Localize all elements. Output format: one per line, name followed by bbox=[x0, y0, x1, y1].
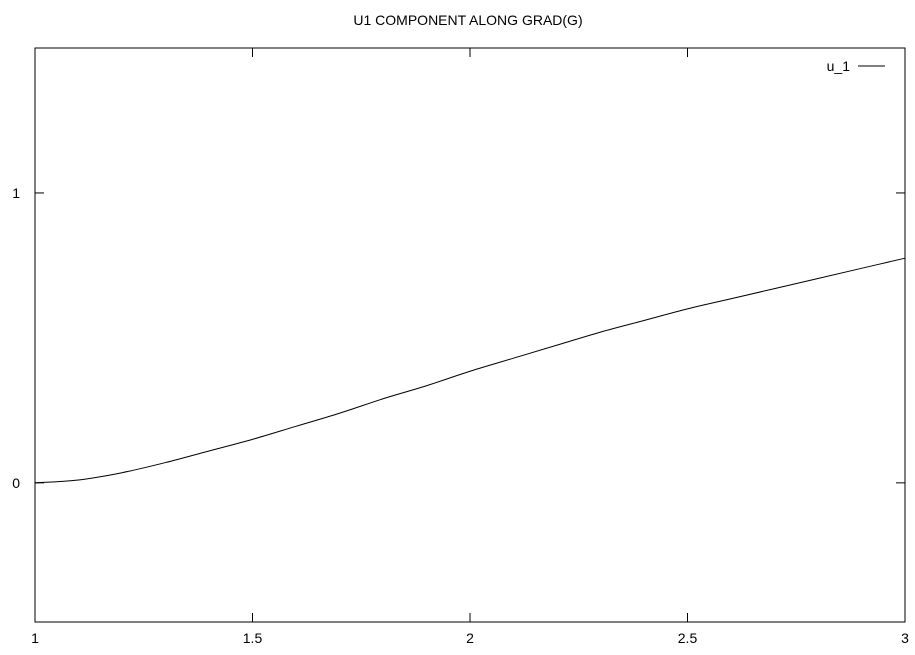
chart-title: U1 COMPONENT ALONG GRAD(G) bbox=[353, 12, 582, 28]
x-tick-label: 2.5 bbox=[678, 630, 698, 646]
x-tick-label: 2 bbox=[466, 630, 474, 646]
y-tick-label: 0 bbox=[12, 475, 20, 491]
x-tick-label: 3 bbox=[901, 630, 909, 646]
legend-label: u_1 bbox=[827, 58, 851, 74]
x-axis: 1 1.5 2 2.5 3 bbox=[31, 48, 909, 646]
series-line-u-1 bbox=[34, 257, 906, 484]
y-axis: 01 bbox=[12, 185, 905, 491]
x-tick-label: 1 bbox=[31, 630, 39, 646]
legend: u_1 bbox=[827, 58, 885, 74]
plot-frame bbox=[34, 47, 906, 623]
series-layer bbox=[34, 257, 906, 484]
y-tick-label: 1 bbox=[12, 185, 20, 201]
x-tick-label: 1.5 bbox=[243, 630, 263, 646]
